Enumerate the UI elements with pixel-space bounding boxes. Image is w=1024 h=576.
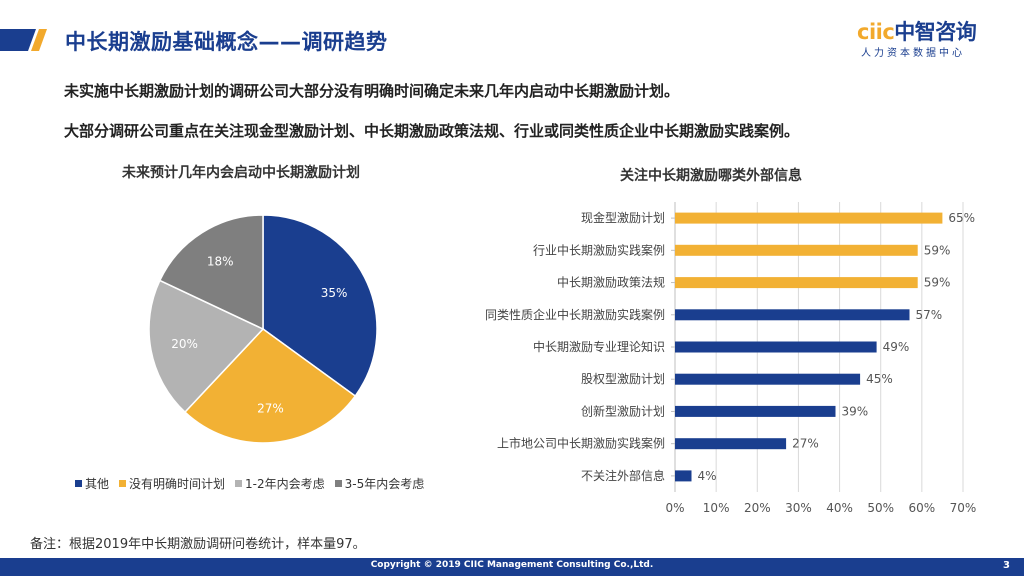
x-tick-label-2: 20% (744, 501, 771, 515)
legend-item-0: 其他 (75, 475, 109, 492)
pie-legend: 其他 没有明确时间计划 1-2年内会考虑 3-5年内会考虑 (75, 475, 424, 492)
legend-label-2: 1-2年内会考虑 (245, 477, 325, 491)
bar-category-label-3: 同类性质企业中长期激励实践案例 (485, 307, 665, 322)
bar-value-label-7: 27% (792, 437, 819, 451)
bar-2 (675, 277, 918, 289)
pie-slice-label-2: 20% (171, 337, 198, 351)
x-tick-label-5: 50% (867, 501, 894, 515)
bar-category-label-6: 创新型激励计划 (581, 403, 665, 418)
x-tick-label-0: 0% (665, 501, 684, 515)
page-number: 3 (1003, 560, 1010, 571)
bar-category-label-0: 现金型激励计划 (581, 210, 665, 225)
pie-slice-label-1: 27% (257, 401, 284, 415)
bar-6 (675, 405, 836, 417)
pie-slice-1 (183, 328, 357, 444)
bar-value-label-4: 49% (883, 340, 910, 354)
page-title: 中长期激励基础概念——调研趋势 (65, 30, 388, 54)
company-logo: ciic中智咨询 人力资本数据中心 (857, 16, 987, 62)
legend-item-1: 没有明确时间计划 (119, 475, 225, 492)
pie-slice-3 (158, 214, 264, 331)
bar-value-label-5: 45% (866, 372, 893, 386)
bar-category-label-1: 行业中长期激励实践案例 (533, 242, 665, 257)
footer-bar: Copyright © 2019 CIIC Management Consult… (0, 558, 1024, 576)
x-tick-label-4: 40% (826, 501, 853, 515)
bar-3 (675, 309, 910, 321)
bar-5 (675, 373, 861, 385)
header-accent-bar (0, 29, 47, 51)
bar-category-label-8: 不关注外部信息 (581, 468, 665, 483)
logo-wordmark: ciic中智咨询 (857, 20, 977, 44)
legend-label-3: 3-5年内会考虑 (344, 477, 425, 491)
pie-slice-2 (148, 279, 265, 414)
bar-8 (675, 470, 692, 482)
pie-chart-title: 未来预计几年内会启动中长期激励计划 (122, 165, 360, 181)
legend-swatch-0 (75, 480, 82, 487)
bar-category-label-7: 上市地公司中长期激励实践案例 (497, 436, 665, 451)
legend-swatch-2 (235, 480, 243, 487)
legend-swatch-1 (119, 480, 127, 487)
bar-7 (675, 438, 787, 450)
summary-point-2: 大部分调研公司重点在关注现金型激励计划、中长期激励政策法规、行业或同类性质企业中… (64, 122, 800, 140)
bar-category-label-4: 中长期激励专业理论知识 (533, 339, 665, 354)
legend-label-0: 其他 (85, 477, 110, 491)
bar-value-label-8: 4% (698, 469, 717, 483)
footnote: 备注：根据2019年中长期激励调研问卷统计，样本量97。 (30, 537, 366, 552)
x-tick-label-3: 30% (785, 501, 812, 515)
bar-value-label-6: 39% (842, 404, 869, 418)
x-tick-label-6: 60% (909, 501, 936, 515)
legend-item-3: 3-5年内会考虑 (334, 475, 425, 492)
bar-value-label-0: 65% (948, 211, 975, 225)
bar-value-label-3: 57% (916, 308, 943, 322)
bar-0 (675, 212, 943, 224)
legend-label-1: 没有明确时间计划 (129, 477, 226, 491)
pie-slice-label-3: 18% (207, 255, 234, 269)
bar-4 (675, 341, 877, 353)
pie-slice-0 (262, 214, 378, 398)
summary-point-1: 未实施中长期激励计划的调研公司大部分没有明确时间确定未来几年内启动中长期激励计划… (64, 82, 680, 100)
bar-category-label-5: 股权型激励计划 (581, 372, 665, 386)
x-tick-label-1: 10% (703, 501, 730, 515)
logo-subtitle: 人力资本数据中心 (861, 48, 965, 59)
bar-chart-title: 关注中长期激励哪类外部信息 (620, 168, 802, 184)
pie-slice-label-0: 35% (321, 286, 348, 300)
bar-value-label-1: 59% (924, 243, 951, 257)
bar-1 (675, 244, 918, 256)
copyright-text: Copyright © 2019 CIIC Management Consult… (370, 560, 654, 570)
bar-value-label-2: 59% (924, 276, 951, 290)
bar-category-label-2: 中长期激励政策法规 (557, 275, 665, 290)
legend-item-2: 1-2年内会考虑 (235, 475, 325, 492)
legend-swatch-3 (334, 480, 342, 487)
x-tick-label-7: 70% (950, 501, 977, 515)
